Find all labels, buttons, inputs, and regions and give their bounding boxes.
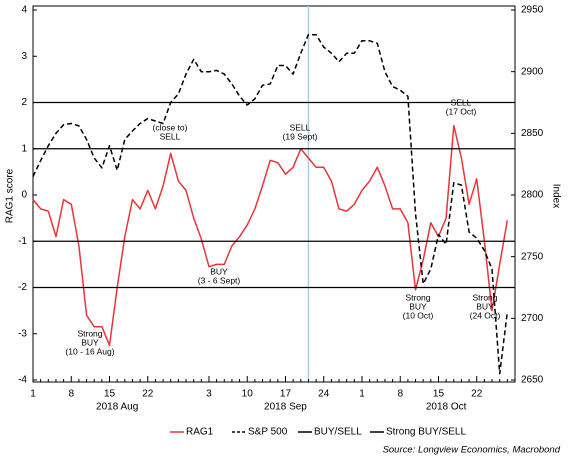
- score-line: [32, 124, 509, 347]
- legend-label: RAG1: [186, 427, 214, 438]
- x-group-label: 2018 Sep: [264, 402, 307, 413]
- x-tick-label: 10: [242, 389, 254, 400]
- annotation: BUY: [476, 301, 494, 311]
- index-line: [32, 33, 509, 375]
- y-tick-label: -1: [18, 236, 27, 247]
- y-tick-label: 1: [21, 143, 27, 154]
- x-tick-label: 22: [471, 389, 483, 400]
- y-tick-label: 3: [21, 51, 27, 62]
- annotation: (10 - 16 Aug): [65, 346, 114, 356]
- y2-tick-label: 2950: [521, 5, 544, 16]
- x-group-label: 2018 Aug: [96, 402, 138, 413]
- y-tick-label: 4: [21, 5, 27, 16]
- annotation: SELL: [160, 131, 181, 141]
- annotation: BUY: [409, 301, 427, 311]
- legend-label: S&P 500: [248, 427, 288, 438]
- annotation: (10 Oct): [403, 310, 434, 320]
- plot-frame: [32, 5, 516, 383]
- y2-tick-label: 2800: [521, 190, 544, 201]
- source-note: Source: Longview Economics, Macrobond: [383, 445, 561, 456]
- annotation: SELL: [290, 122, 311, 132]
- annotation: BUY: [81, 337, 99, 347]
- y-tick-label: -3: [18, 328, 27, 339]
- annotation: (close to): [153, 122, 188, 132]
- annotation: (24 Oct): [470, 310, 501, 320]
- x-tick-label: 1: [359, 389, 365, 400]
- annotation: Strong: [472, 292, 497, 302]
- y2-axis-label: Index: [550, 184, 561, 208]
- annotation: Strong: [77, 328, 102, 338]
- y-tick-label: -4: [18, 375, 27, 386]
- annotation: BUY: [210, 266, 228, 276]
- x-tick-label: 3: [206, 389, 212, 400]
- legend-label: BUY/SELL: [314, 427, 362, 438]
- annotation: (3 - 6 Sept): [198, 275, 241, 285]
- x-tick-label: 8: [68, 389, 74, 400]
- legend-label: Strong BUY/SELL: [386, 427, 466, 438]
- x-tick-label: 17: [280, 389, 292, 400]
- y2-tick-label: 2750: [521, 251, 544, 262]
- x-tick-label: 24: [318, 389, 330, 400]
- annotation: SELL: [451, 97, 472, 107]
- y2-tick-label: 2700: [521, 313, 544, 324]
- annotation: (19 Sept): [283, 131, 318, 141]
- y-tick-label: -2: [18, 282, 27, 293]
- y2-tick-label: 2850: [521, 128, 544, 139]
- y-tick-label: 2: [21, 97, 27, 108]
- x-tick-label: 15: [433, 389, 445, 400]
- annotation: Strong: [405, 292, 430, 302]
- y2-tick-label: 2900: [521, 66, 544, 77]
- y-axis-label: RAG1 score: [5, 168, 16, 223]
- x-tick-label: 22: [142, 389, 154, 400]
- annotation: (17 Oct): [446, 106, 477, 116]
- x-tick-label: 1: [30, 389, 36, 400]
- y-tick-label: 0: [21, 190, 27, 201]
- x-group-label: 2018 Oct: [426, 402, 467, 413]
- x-tick-label: 8: [397, 389, 403, 400]
- y2-tick-label: 2650: [521, 375, 544, 386]
- x-tick-label: 15: [104, 389, 116, 400]
